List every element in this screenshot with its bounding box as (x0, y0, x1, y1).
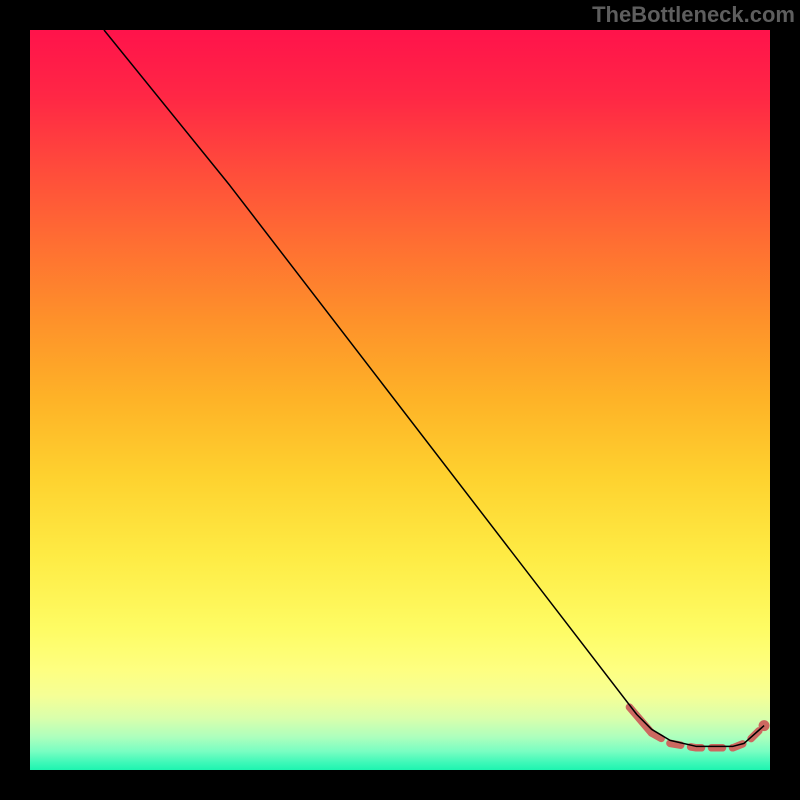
chart-svg (30, 30, 770, 770)
plot-area (30, 30, 770, 770)
chart-stage: TheBottleneck.com (0, 0, 800, 800)
chart-background (30, 30, 770, 770)
